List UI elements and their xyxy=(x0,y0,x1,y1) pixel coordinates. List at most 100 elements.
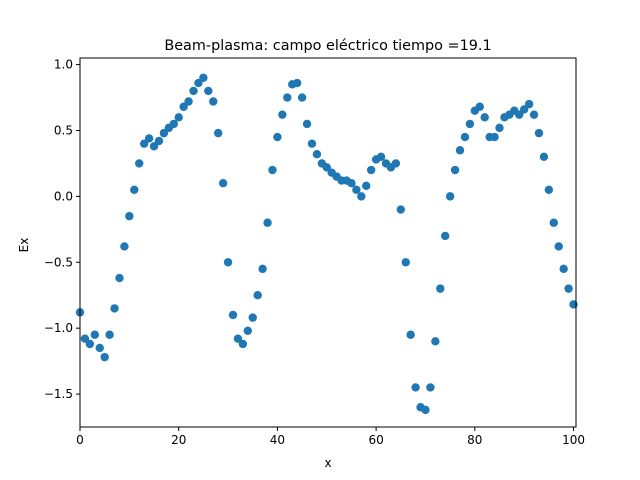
data-point xyxy=(529,110,539,119)
data-point xyxy=(357,192,366,201)
data-point xyxy=(431,337,440,346)
data-point xyxy=(159,128,169,138)
data-point xyxy=(263,218,272,227)
data-point xyxy=(366,165,376,175)
data-point xyxy=(278,110,287,119)
data-point xyxy=(85,339,95,349)
y-tick-label: 1.0 xyxy=(54,58,73,72)
x-tick-label: 60 xyxy=(368,433,383,447)
data-point xyxy=(100,352,109,362)
data-point xyxy=(441,231,450,241)
data-point xyxy=(445,192,455,201)
data-point xyxy=(105,330,114,339)
data-point xyxy=(549,218,558,227)
data-point xyxy=(154,136,164,146)
data-point xyxy=(465,119,475,129)
data-point xyxy=(460,132,470,142)
data-point xyxy=(480,113,489,122)
data-point xyxy=(352,185,361,194)
data-point xyxy=(248,313,257,322)
data-point xyxy=(273,132,282,142)
data-point xyxy=(130,185,139,194)
data-point xyxy=(144,134,154,143)
data-points xyxy=(75,73,578,415)
data-point xyxy=(80,334,90,343)
data-point xyxy=(139,139,149,148)
data-point xyxy=(312,150,322,159)
data-point xyxy=(292,78,302,88)
data-point xyxy=(564,284,573,293)
data-point xyxy=(396,205,405,214)
data-point xyxy=(149,142,159,151)
data-point xyxy=(268,165,277,175)
plot-frame xyxy=(79,57,577,428)
data-point xyxy=(283,93,292,102)
data-point xyxy=(391,159,401,168)
x-axis-label: x xyxy=(324,456,331,470)
data-point xyxy=(199,73,208,82)
data-point xyxy=(421,405,430,415)
data-point xyxy=(524,99,534,109)
y-tick-label: −1.5 xyxy=(44,387,73,401)
data-point xyxy=(554,242,563,251)
data-point xyxy=(194,78,203,88)
data-point xyxy=(253,291,262,300)
data-point xyxy=(125,211,134,221)
data-point xyxy=(135,159,144,168)
data-point xyxy=(436,284,445,293)
data-point xyxy=(426,383,435,392)
data-point xyxy=(223,258,233,267)
data-point xyxy=(120,242,129,251)
data-point xyxy=(95,343,104,353)
data-point xyxy=(233,334,243,343)
data-point xyxy=(559,264,568,274)
data-point xyxy=(110,304,119,313)
data-point xyxy=(401,258,410,267)
data-point xyxy=(539,152,549,162)
data-point xyxy=(307,139,317,148)
data-point xyxy=(515,110,524,119)
data-point xyxy=(213,128,223,138)
data-point xyxy=(347,178,356,188)
data-point xyxy=(302,119,312,129)
data-point xyxy=(411,383,420,392)
data-point xyxy=(322,163,331,172)
y-tick-label: 0.0 xyxy=(54,189,73,203)
data-point xyxy=(184,97,193,106)
data-point xyxy=(376,152,386,162)
data-point xyxy=(189,86,198,96)
data-point xyxy=(490,132,499,142)
data-point xyxy=(90,330,100,339)
x-tick-label: 0 xyxy=(76,433,84,447)
data-point xyxy=(544,185,554,194)
data-point xyxy=(115,273,124,283)
x-tick-label: 100 xyxy=(562,433,585,447)
x-tick-label: 20 xyxy=(171,433,186,447)
y-tick-label: −0.5 xyxy=(44,255,73,269)
data-point xyxy=(238,339,248,349)
data-point xyxy=(243,326,253,335)
data-point xyxy=(169,119,178,129)
data-point xyxy=(174,113,183,122)
data-point xyxy=(362,181,371,191)
y-tick-label: −1.0 xyxy=(44,321,73,335)
data-point xyxy=(455,146,465,155)
data-point xyxy=(534,128,544,138)
chart-title: Beam-plasma: campo eléctrico tiempo =19.… xyxy=(164,38,491,54)
data-point xyxy=(495,123,504,133)
y-axis-label: Ex xyxy=(17,238,31,253)
data-point xyxy=(406,330,415,339)
data-point xyxy=(218,178,228,188)
data-point xyxy=(258,264,267,274)
data-point xyxy=(450,165,460,175)
x-tick-label: 80 xyxy=(467,433,482,447)
y-tick-label: 0.5 xyxy=(54,123,73,137)
data-point xyxy=(519,105,529,114)
data-point xyxy=(209,97,218,106)
data-point xyxy=(228,310,238,320)
axis-ticks: 0 20 40 60 80 100 −1.5 −1.0 −0.5 0.0 0.5 1.0 xyxy=(44,58,585,447)
data-point xyxy=(204,86,213,96)
data-point xyxy=(475,102,484,111)
x-tick-label: 40 xyxy=(270,433,285,447)
